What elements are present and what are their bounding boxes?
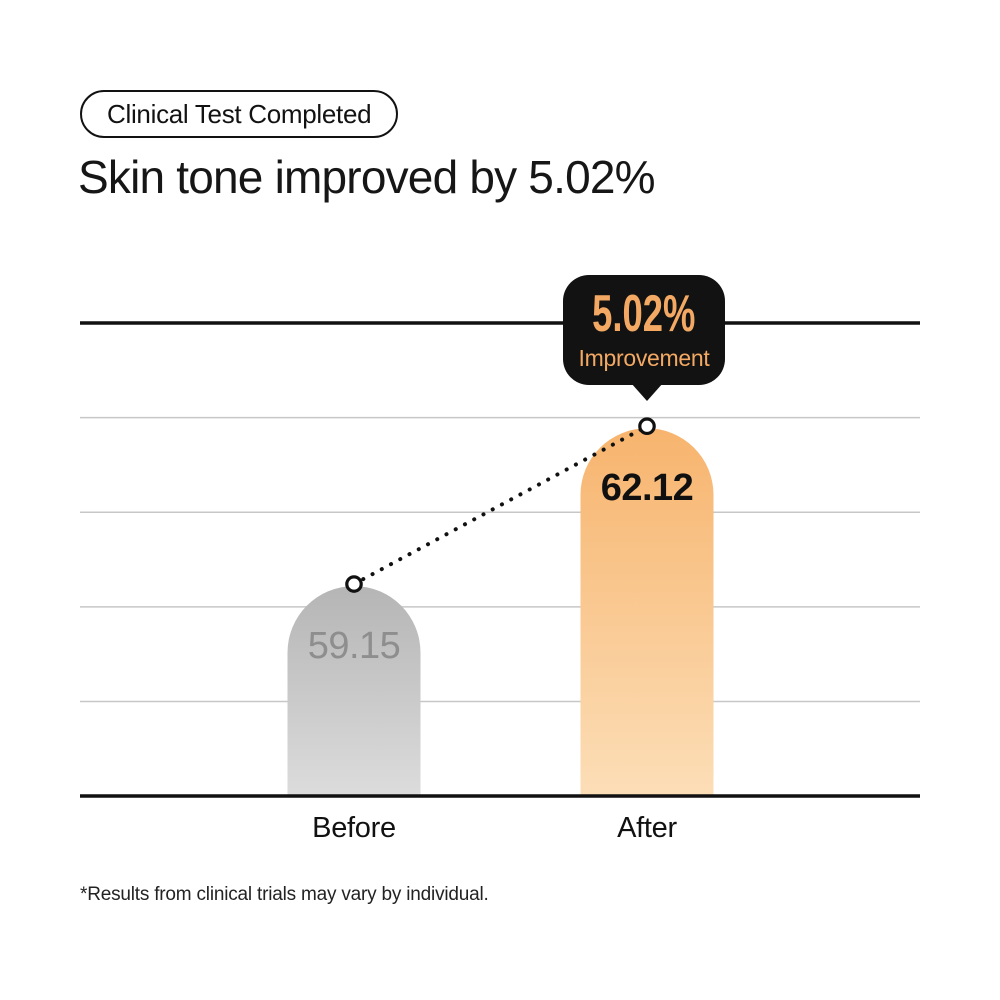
bar-after	[580, 428, 714, 796]
disclaimer-footnote: *Results from clinical trials may vary b…	[80, 884, 489, 905]
category-label-after: After	[617, 812, 677, 844]
data-point-after	[638, 417, 656, 436]
improvement-tooltip: 5.02% Improvement	[563, 275, 725, 401]
bar-value-before: 59.15	[308, 625, 401, 667]
bar-chart: 59.15 62.12 Before After	[80, 321, 920, 844]
data-point-before	[345, 575, 363, 593]
page-title: Skin tone improved by 5.02%	[78, 151, 656, 203]
clinical-test-badge-label: Clinical Test Completed	[107, 98, 372, 129]
improvement-label: Improvement	[578, 345, 710, 371]
clinical-test-badge: Clinical Test Completed	[80, 90, 399, 138]
improvement-percentage: 5.02%	[592, 285, 696, 343]
bar-value-after: 62.12	[601, 467, 694, 509]
category-label-before: Before	[312, 812, 396, 844]
trend-dotted-line	[352, 424, 649, 587]
bar-before	[287, 586, 421, 796]
tooltip-pointer	[631, 383, 663, 401]
